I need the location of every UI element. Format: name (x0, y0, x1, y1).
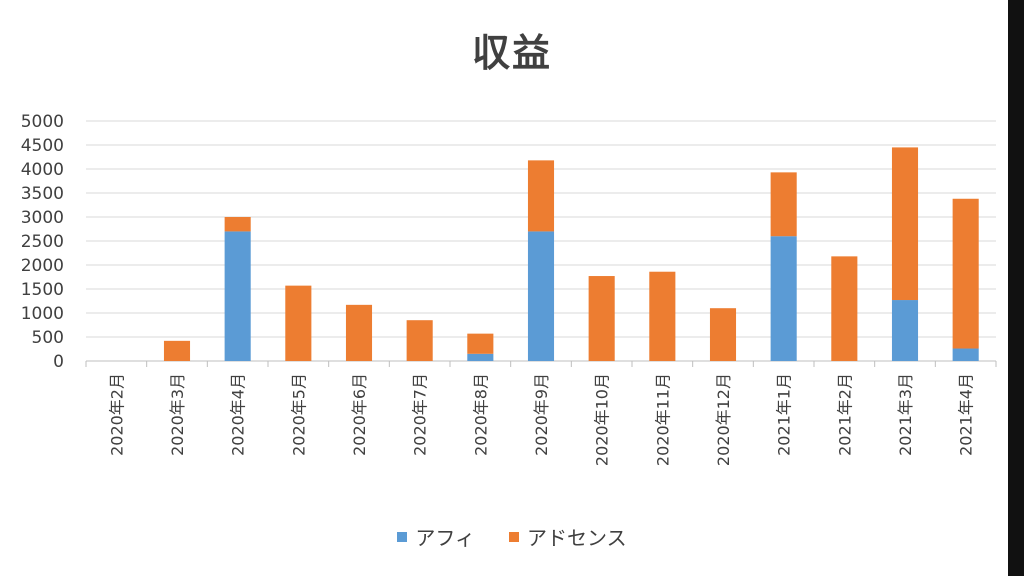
bar-adsense-2 (224, 217, 251, 232)
legend: アフィ アドセンス (0, 522, 1024, 551)
x-tick-label-5: 2020年7月 (411, 373, 430, 456)
bar-affiliate-6 (467, 353, 494, 361)
chart-title: 収益 (471, 31, 552, 75)
x-tick-label-3: 2020年5月 (289, 373, 308, 456)
bar-adsense-13 (891, 147, 919, 301)
x-tick-label-9: 2020年11月 (653, 373, 672, 466)
x-tick-label-11: 2021年1月 (775, 373, 794, 456)
legend-swatch-adsense (509, 531, 519, 542)
x-tick-label-13: 2021年3月 (896, 373, 915, 456)
bar-affiliate-2 (224, 231, 251, 361)
y-tick-label-0: 0 (53, 352, 64, 372)
bar-adsense-5 (406, 320, 433, 361)
bar-adsense-4 (345, 304, 373, 361)
x-tick-label-1: 2020年3月 (168, 373, 187, 456)
y-tick-label-4000: 4000 (21, 160, 64, 180)
bar-affiliate-7 (527, 231, 555, 361)
bar-affiliate-11 (770, 236, 797, 361)
legend-label-adsense: アドセンス (527, 526, 627, 550)
x-tick-label-6: 2020年8月 (471, 373, 490, 456)
y-tick-label-1500: 1500 (21, 280, 64, 300)
y-tick-label-500: 500 (32, 328, 64, 348)
x-tick-label-4: 2020年6月 (350, 373, 369, 456)
x-tick-label-10: 2020年12月 (714, 373, 733, 466)
bar-adsense-9 (649, 271, 676, 361)
bar-adsense-10 (709, 308, 737, 361)
y-tick-label-2500: 2500 (21, 232, 64, 252)
legend-item-affiliate: アフィ (397, 522, 475, 551)
legend-label-affiliate: アフィ (415, 526, 475, 550)
x-tick-label-2: 2020年4月 (229, 373, 248, 456)
bar-adsense-8 (588, 276, 615, 361)
legend-swatch-affiliate (397, 531, 408, 542)
x-tick-label-0: 2020年2月 (107, 373, 126, 456)
window-edge (1008, 0, 1024, 576)
y-tick-label-5000: 5000 (21, 112, 64, 132)
y-tick-label-4500: 4500 (21, 136, 64, 156)
x-tick-label-14: 2021年4月 (957, 373, 976, 456)
y-tick-label-3000: 3000 (21, 208, 64, 228)
bar-adsense-3 (285, 285, 312, 361)
y-tick-label-1000: 1000 (21, 304, 64, 324)
bar-affiliate-13 (891, 300, 919, 361)
x-tick-label-7: 2020年9月 (532, 373, 551, 456)
x-tick-label-8: 2020年10月 (593, 373, 612, 466)
y-tick-label-2000: 2000 (21, 256, 64, 276)
bar-adsense-7 (527, 160, 555, 232)
bar-affiliate-14 (952, 348, 979, 361)
legend-item-adsense: アドセンス (509, 522, 627, 551)
bar-adsense-14 (952, 198, 979, 349)
bar-adsense-6 (467, 333, 494, 354)
bar-adsense-12 (831, 256, 858, 361)
bar-adsense-11 (770, 172, 797, 237)
x-tick-label-12: 2021年2月 (835, 373, 854, 456)
y-tick-label-3500: 3500 (21, 184, 64, 204)
bar-adsense-1 (163, 340, 191, 361)
